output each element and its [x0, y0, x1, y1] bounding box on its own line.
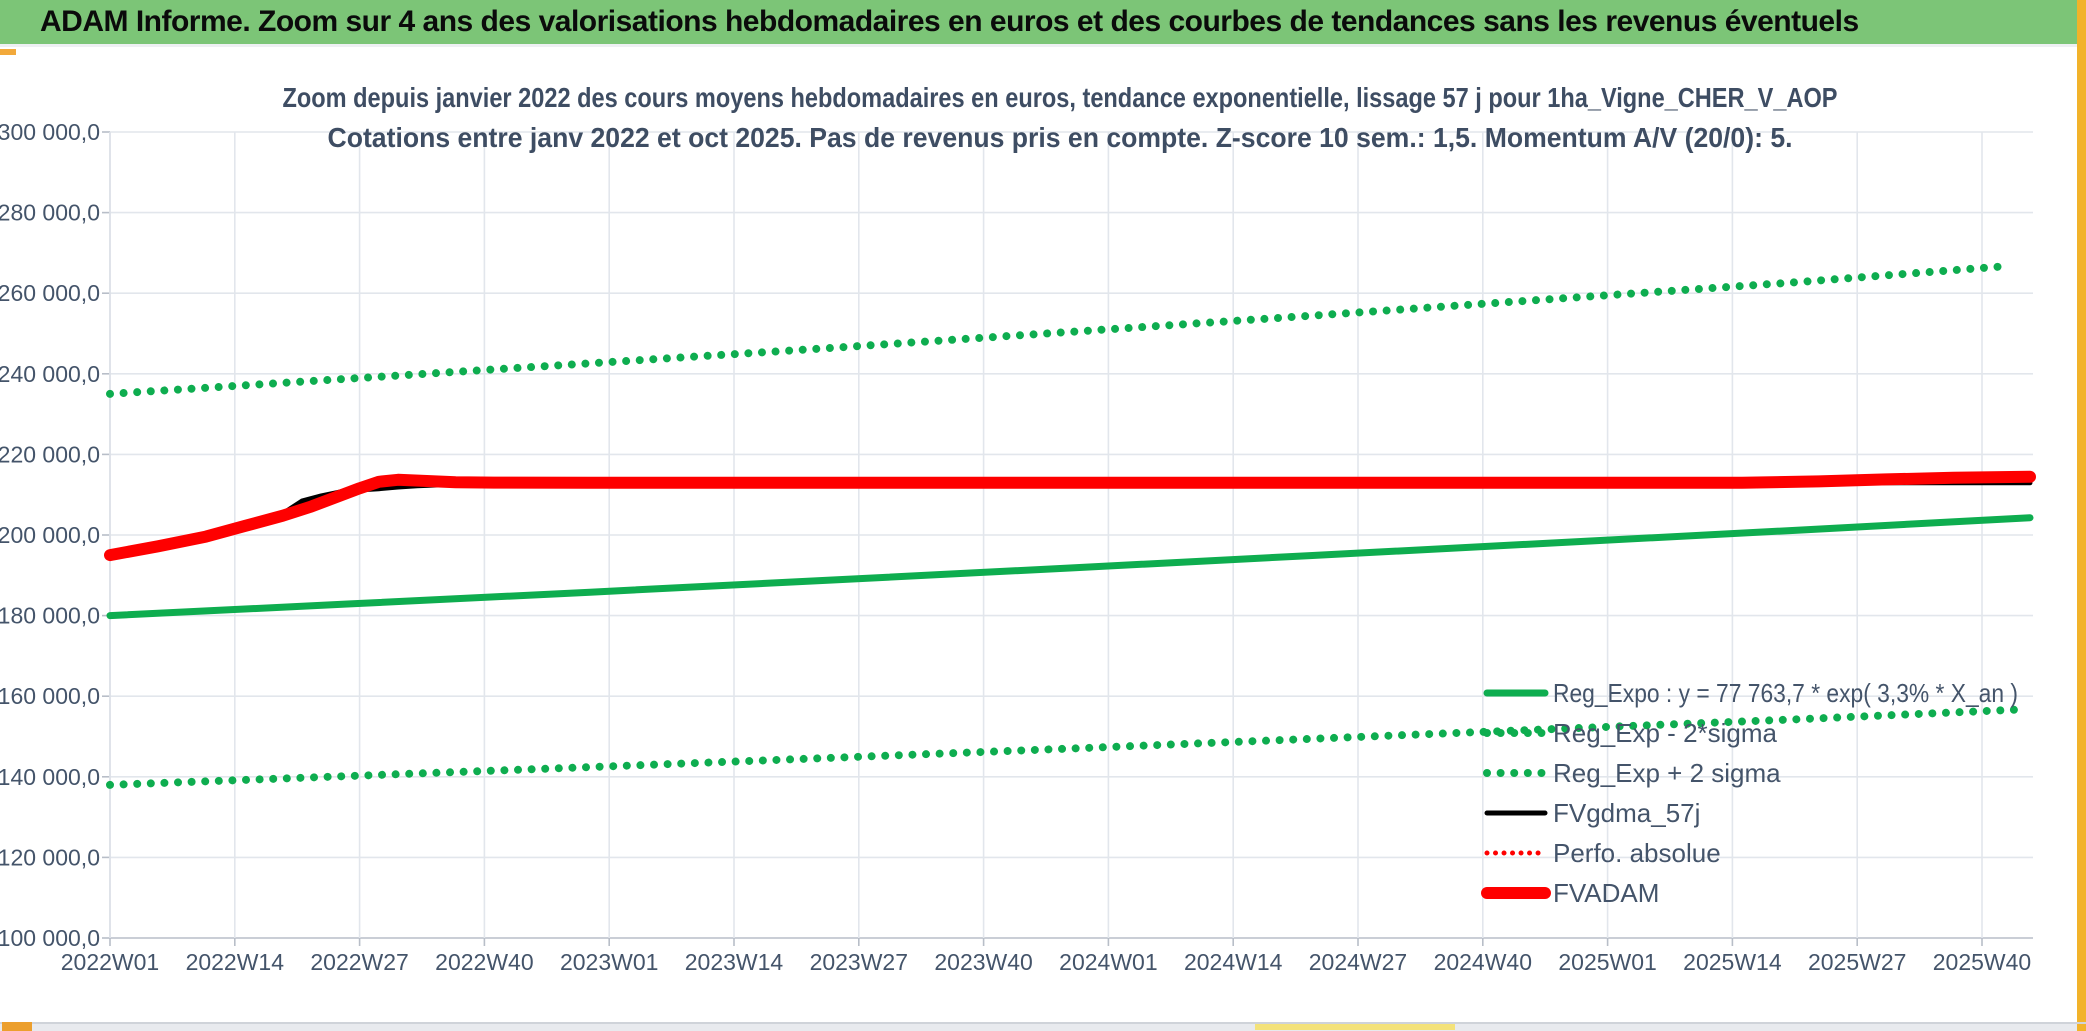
header-title: ADAM Informe. Zoom sur 4 ans des valoris…	[40, 5, 1859, 38]
x-axis-label: 2024W14	[1184, 949, 1283, 975]
chart-axis-labels: 300 000,0 280 000,0 260 000,0 240 000,0 220 …	[0, 119, 2031, 975]
bottom-edge-line	[0, 1022, 2086, 1024]
legend-item: FVgdma_57j	[1484, 798, 1700, 828]
series-line-2	[106, 261, 2015, 398]
legend-item: Reg_Exp + 2 sigma	[1483, 758, 1781, 788]
y-axis-label: 140 000,0	[0, 764, 100, 790]
x-axis-label: 2023W01	[560, 949, 658, 975]
x-axis-label: 2023W14	[685, 949, 784, 975]
y-axis-label: 200 000,0	[0, 522, 100, 548]
legend-label: FVgdma_57j	[1553, 798, 1700, 828]
y-axis-label: 280 000,0	[0, 200, 100, 226]
x-axis-label: 2025W14	[1683, 949, 1782, 975]
header-divider	[0, 44, 2086, 47]
scrollbar-thumb[interactable]	[1255, 1024, 1455, 1030]
bottom-left-accent	[2, 1022, 32, 1031]
window-right-accent-border	[2077, 0, 2086, 1031]
series-line-0	[106, 514, 2034, 620]
x-axis-label: 2023W40	[934, 949, 1032, 975]
x-axis-label: 2024W40	[1434, 949, 1532, 975]
x-axis-label: 2025W40	[1933, 949, 2031, 975]
legend-item: FVADAM	[1481, 878, 1659, 908]
series-line-3	[107, 480, 2033, 558]
header-bar: ADAM Informe. Zoom sur 4 ans des valoris…	[0, 0, 2086, 44]
x-axis-label: 2022W01	[61, 949, 159, 975]
legend-label: FVADAM	[1553, 878, 1659, 908]
y-axis-label: 220 000,0	[0, 441, 100, 467]
chart-title-line1: Zoom depuis janvier 2022 des cours moyen…	[283, 82, 1838, 113]
legend-item: Perfo. absolue	[1484, 838, 1721, 868]
legend-label: Reg_Exp - 2*sigma	[1553, 718, 1778, 748]
y-axis-label: 160 000,0	[0, 683, 100, 709]
y-axis-label: 240 000,0	[0, 361, 100, 387]
legend-item: Reg_Exp - 2*sigma	[1483, 718, 1778, 748]
series-line-5	[104, 470, 2036, 562]
x-axis-label: 2022W27	[310, 949, 408, 975]
x-axis-label: 2024W01	[1059, 949, 1157, 975]
y-axis-label: 120 000,0	[0, 844, 100, 870]
x-axis-label: 2025W01	[1558, 949, 1656, 975]
left-edge-accent	[0, 49, 16, 55]
y-axis-label: 180 000,0	[0, 603, 100, 629]
legend-label: Reg_Expo : y = 77 763,7 * exp( 3,3% * X_…	[1553, 678, 2018, 708]
chart-title-line2: Cotations entre janv 2022 et oct 2025. P…	[328, 122, 1793, 153]
x-axis-label: 2024W27	[1309, 949, 1407, 975]
legend-label: Reg_Exp + 2 sigma	[1553, 758, 1781, 788]
x-axis-label: 2022W14	[186, 949, 285, 975]
chart-gridlines	[102, 131, 2033, 946]
bottom-scrollbar-track	[0, 1022, 2086, 1031]
x-axis-label: 2023W27	[810, 949, 908, 975]
legend-item: Reg_Expo : y = 77 763,7 * exp( 3,3% * X_…	[1483, 678, 2018, 708]
x-axis-label: 2022W40	[435, 949, 533, 975]
y-axis-label: 100 000,0	[0, 925, 100, 951]
chart-series-lines	[104, 261, 2036, 789]
x-axis-label: 2025W27	[1808, 949, 1906, 975]
chart-legend: Reg_Expo : y = 77 763,7 * exp( 3,3% * X_…	[1481, 678, 2018, 908]
y-axis-label: 300 000,0	[0, 119, 100, 145]
legend-label: Perfo. absolue	[1553, 838, 1721, 868]
y-axis-label: 260 000,0	[0, 280, 100, 306]
